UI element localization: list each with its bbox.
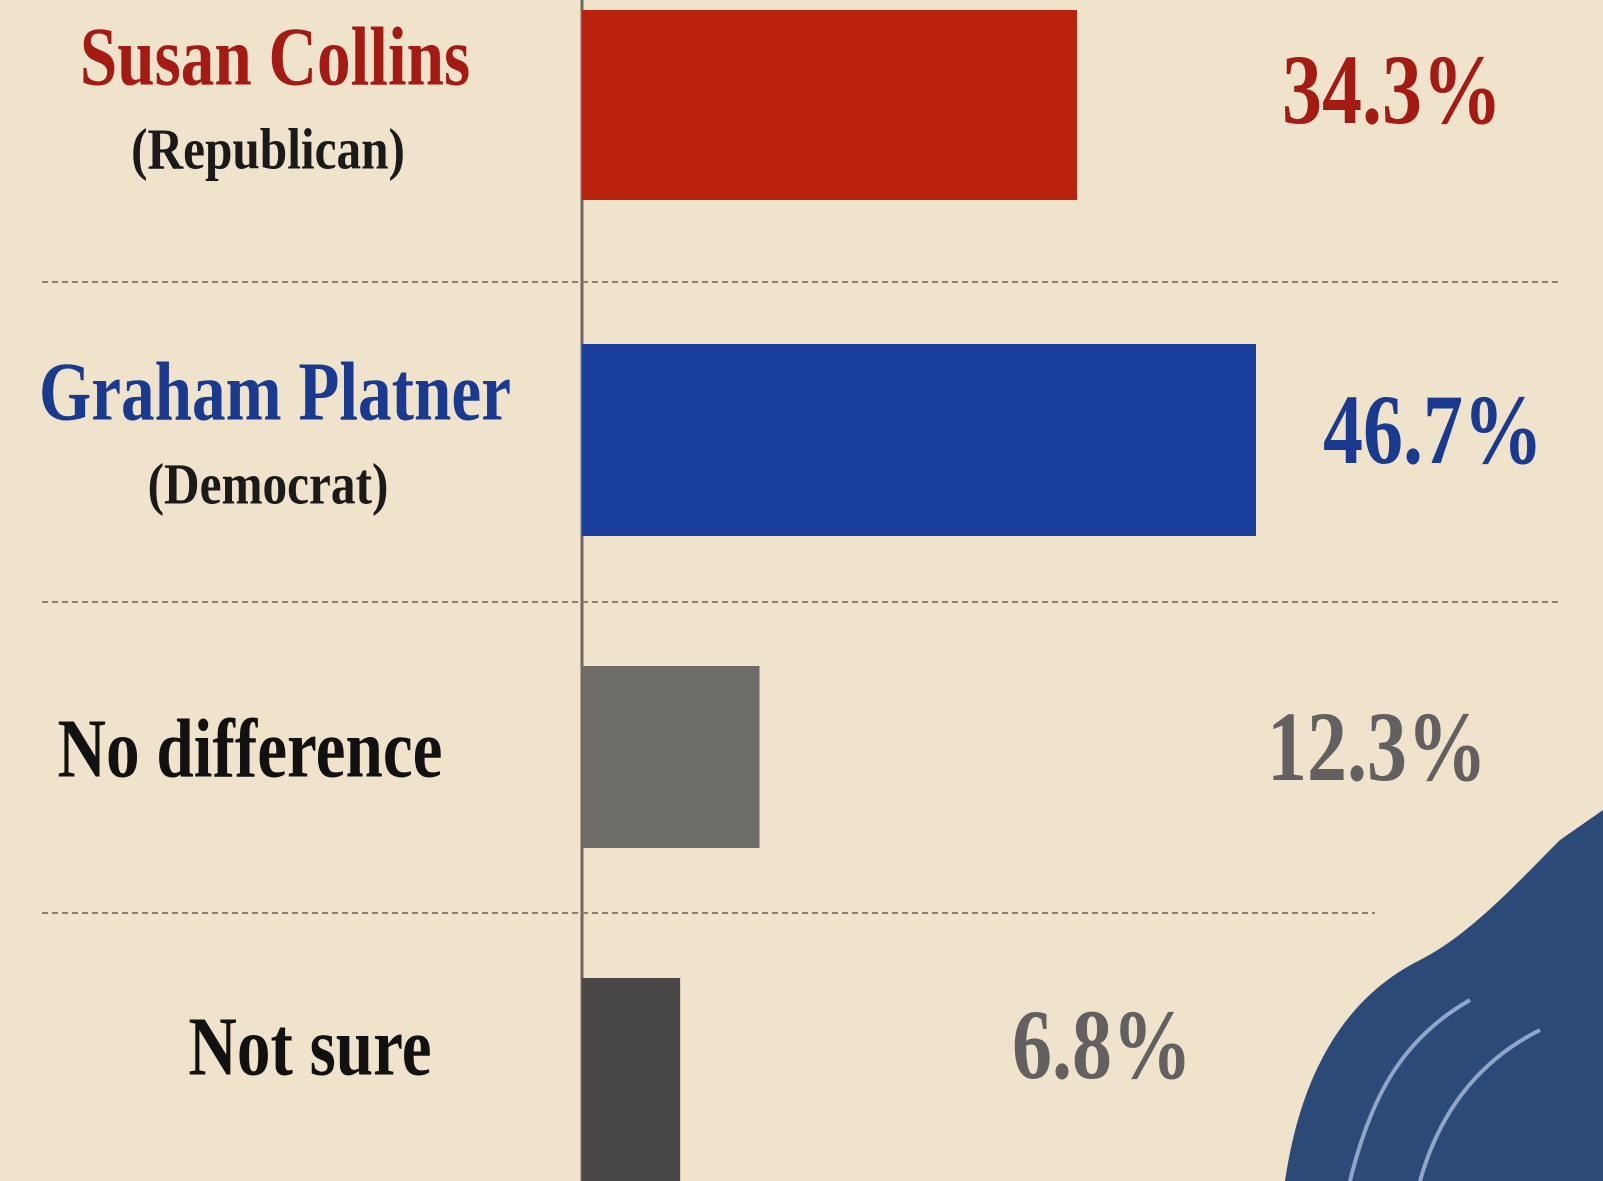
value-label: 46.7%	[1323, 373, 1543, 485]
value-label: 6.8%	[1012, 988, 1192, 1100]
value-label: 12.3%	[1267, 690, 1487, 802]
bar	[582, 978, 680, 1181]
category-subtitle: (Democrat)	[148, 452, 389, 517]
category-subtitle: (Republican)	[131, 117, 405, 182]
value-label: 34.3%	[1282, 33, 1502, 145]
bar	[582, 666, 760, 848]
category-label: Susan Collins	[80, 10, 470, 103]
category-label: No difference	[58, 702, 443, 795]
chart: Susan Collins (Republican) 34.3% Graham Pla…	[0, 0, 1603, 1181]
category-label: Not sure	[188, 1000, 431, 1093]
bar	[582, 344, 1256, 536]
category-label: Graham Platner	[39, 345, 511, 438]
bar	[582, 10, 1077, 200]
